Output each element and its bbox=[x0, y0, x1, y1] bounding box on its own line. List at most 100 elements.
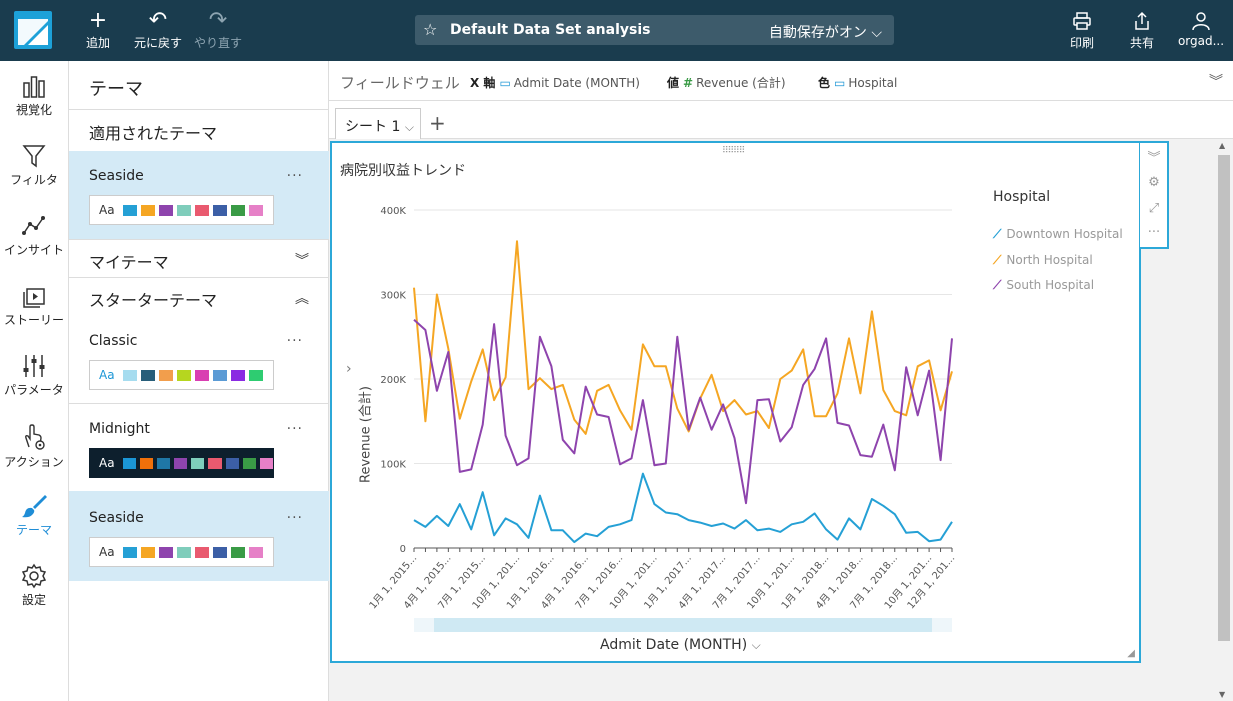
scroll-down-icon[interactable]: ▼ bbox=[1219, 690, 1226, 699]
value-well[interactable]: 値 # Revenue (合計) bbox=[667, 74, 786, 91]
gear-icon bbox=[21, 563, 47, 589]
legend-label: Downtown Hospital bbox=[1006, 227, 1123, 241]
undo-button[interactable]: ↶ 元に戻す bbox=[132, 8, 184, 51]
color-chip bbox=[248, 546, 263, 558]
color-chip bbox=[230, 369, 245, 381]
rail-item-themes[interactable]: テーマ bbox=[0, 493, 68, 538]
theme-menu-button[interactable]: ··· bbox=[286, 421, 303, 437]
bar-chart-icon bbox=[23, 76, 45, 98]
share-button[interactable]: 共有 bbox=[1126, 8, 1158, 51]
y-tick-label: 200K bbox=[380, 375, 406, 386]
chevron-down-icon[interactable]: ⌵ bbox=[404, 120, 414, 134]
gear-icon[interactable]: ⚙ bbox=[1148, 175, 1160, 190]
parameters-icon bbox=[23, 355, 45, 377]
scroll-up-icon[interactable]: ▲ bbox=[1219, 141, 1226, 150]
theme-menu-button[interactable]: ··· bbox=[286, 333, 303, 349]
brush-icon bbox=[22, 495, 47, 518]
starter-themes-section[interactable]: スターターテーマ ︽ bbox=[69, 277, 329, 317]
theme-card-applied[interactable]: Seaside ··· Aa bbox=[69, 151, 329, 239]
rail-item-story[interactable]: ストーリー bbox=[0, 283, 68, 328]
legend-item-downtown[interactable]: ⟋ Downtown Hospital bbox=[993, 227, 1123, 242]
series-line-0 bbox=[413, 472, 953, 544]
panel-title: テーマ bbox=[89, 79, 143, 100]
drag-handle-icon[interactable]: ⠿⠿⠿⠿ bbox=[722, 146, 745, 156]
star-icon[interactable]: ☆ bbox=[423, 20, 438, 39]
color-chip bbox=[248, 369, 263, 381]
analysis-title: Default Data Set analysis bbox=[450, 22, 651, 38]
chevron-down-icon[interactable]: ︾ bbox=[1209, 74, 1223, 90]
my-themes-section[interactable]: マイテーマ ︾ bbox=[69, 239, 329, 277]
chevron-up-icon[interactable]: ︽ bbox=[295, 291, 309, 307]
expand-icon[interactable]: ⤢ bbox=[1148, 201, 1160, 216]
y-tick-label: 400K bbox=[380, 206, 406, 217]
resize-handle-icon[interactable]: ◢ bbox=[1127, 648, 1135, 659]
color-chip bbox=[140, 204, 155, 216]
rail-item-filter[interactable]: フィルタ bbox=[0, 143, 68, 188]
x-axis-well[interactable]: X 軸 ▭ Admit Date (MONTH) bbox=[470, 74, 640, 91]
x-axis-field: Admit Date (MONTH) bbox=[513, 76, 640, 90]
my-themes-title: マイテーマ bbox=[89, 253, 169, 272]
color-chip bbox=[212, 546, 227, 558]
line-chart-visual[interactable]: ⠿⠿⠿⠿ 病院別収益トレンド › Revenue (合計) 0 100K 200K 3… bbox=[330, 141, 1141, 663]
color-chip bbox=[174, 457, 188, 469]
chevron-down-icon[interactable]: ︾ bbox=[295, 253, 309, 269]
rail-label: フィルタ bbox=[10, 173, 58, 187]
color-chip bbox=[122, 457, 136, 469]
chevron-left-icon[interactable]: › bbox=[346, 361, 352, 377]
analysis-title-bar[interactable]: ☆ Default Data Set analysis 自動保存がオン ⌵ bbox=[415, 15, 894, 45]
starter-themes-title: スターターテーマ bbox=[89, 291, 218, 310]
rail-item-visualize[interactable]: 視覚化 bbox=[0, 73, 68, 118]
color-chip bbox=[158, 369, 173, 381]
collapse-icon[interactable]: ︾ bbox=[1147, 151, 1161, 166]
series-line-1 bbox=[413, 240, 953, 435]
vertical-scrollbar-thumb[interactable] bbox=[1218, 155, 1230, 641]
x-axis-scrollbar[interactable] bbox=[414, 618, 952, 632]
share-label: 共有 bbox=[1129, 36, 1154, 50]
quicksight-logo[interactable] bbox=[14, 11, 52, 49]
more-options-icon[interactable]: ··· bbox=[1147, 225, 1161, 240]
undo-label: 元に戻す bbox=[133, 36, 182, 50]
theme-menu-button[interactable]: ··· bbox=[286, 510, 303, 526]
legend-item-south[interactable]: ⟋ South Hospital bbox=[993, 278, 1094, 293]
action-icon bbox=[25, 424, 45, 450]
rail-item-settings[interactable]: 設定 bbox=[0, 563, 68, 608]
add-sheet-button[interactable]: + bbox=[429, 111, 446, 135]
field-wells-label: フィールドウェル bbox=[340, 74, 460, 92]
legend-item-north[interactable]: ⟋ North Hospital bbox=[993, 253, 1093, 268]
add-button[interactable]: + 追加 bbox=[82, 8, 114, 51]
redo-button[interactable]: ↷ やり直す bbox=[192, 8, 244, 51]
autosave-dropdown[interactable]: 自動保存がオン ⌵ bbox=[769, 22, 882, 42]
color-chip bbox=[176, 204, 191, 216]
rail-item-actions[interactable]: アクション bbox=[0, 423, 68, 470]
rail-label: 設定 bbox=[21, 593, 46, 607]
rail-item-parameters[interactable]: パラメータ bbox=[0, 353, 68, 398]
x-axis-title[interactable]: Admit Date (MONTH) ⌵ bbox=[600, 637, 761, 653]
color-chip bbox=[158, 546, 173, 558]
theme-card-seaside[interactable]: Seaside ··· Aa bbox=[69, 491, 329, 581]
color-well[interactable]: 色 ▭ Hospital bbox=[818, 74, 897, 91]
tab-sheet-1[interactable]: シート 1 ⌵ bbox=[335, 108, 421, 139]
legend-title: Hospital bbox=[993, 189, 1051, 205]
color-chip bbox=[140, 369, 155, 381]
rail-label: インサイト bbox=[3, 243, 64, 257]
x-axis-title-text: Admit Date (MONTH) bbox=[600, 637, 748, 653]
print-button[interactable]: 印刷 bbox=[1066, 8, 1098, 51]
user-menu[interactable]: orgad... bbox=[1176, 8, 1226, 48]
dimension-tag-icon: ▭ bbox=[834, 76, 846, 90]
color-chip bbox=[176, 369, 191, 381]
rail-label: 視覚化 bbox=[15, 103, 52, 117]
color-chip bbox=[122, 369, 137, 381]
rail-item-insights[interactable]: インサイト bbox=[0, 213, 68, 258]
undo-icon: ↶ bbox=[148, 8, 168, 33]
theme-card-classic[interactable]: Classic ··· Aa bbox=[69, 317, 329, 403]
top-bar: + 追加 ↶ 元に戻す ↷ やり直す ☆ Default Data Set an… bbox=[0, 0, 1233, 61]
field-wells-bar[interactable]: フィールドウェル X 軸 ▭ Admit Date (MONTH) 値 # Revenu… bbox=[329, 61, 1233, 101]
theme-menu-button[interactable]: ··· bbox=[286, 168, 303, 184]
color-chip bbox=[194, 369, 209, 381]
page-vertical-scrollbar[interactable]: ▲ ▼ bbox=[1214, 141, 1233, 701]
legend-line-icon: ⟋ bbox=[993, 253, 1002, 267]
x-axis-scrollbar-thumb[interactable] bbox=[434, 618, 932, 632]
theme-card-midnight[interactable]: Midnight ··· Aa bbox=[69, 403, 329, 491]
user-label: orgad... bbox=[1177, 34, 1225, 48]
